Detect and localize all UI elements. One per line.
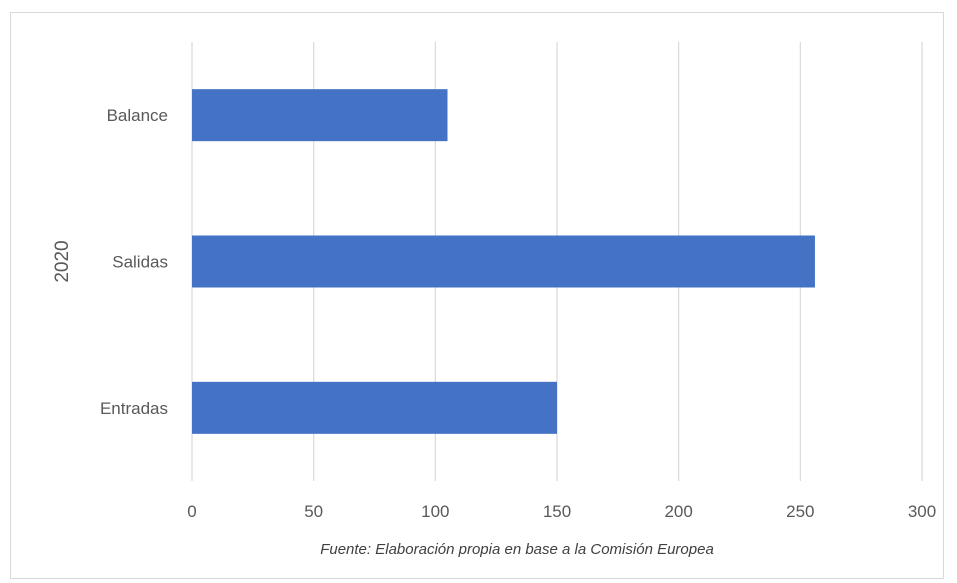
category-label: Salidas bbox=[112, 253, 168, 272]
bar-balance bbox=[192, 89, 448, 142]
category-label: Balance bbox=[107, 106, 168, 125]
x-tick-label: 50 bbox=[304, 502, 323, 521]
x-tick-label: 200 bbox=[664, 502, 692, 521]
bar-entradas bbox=[192, 381, 557, 434]
bars bbox=[192, 89, 815, 434]
group-label: 2020 bbox=[52, 240, 73, 282]
x-tick-label: 250 bbox=[786, 502, 814, 521]
bar-salidas bbox=[192, 235, 815, 288]
x-tick-label: 300 bbox=[908, 502, 936, 521]
x-tick-label: 0 bbox=[187, 502, 196, 521]
category-label: Entradas bbox=[100, 399, 168, 418]
x-tick-labels: 0 50 100 150 200 250 300 bbox=[187, 502, 936, 521]
x-tick-label: 100 bbox=[421, 502, 449, 521]
chart-frame bbox=[10, 12, 944, 579]
source-note: Fuente: Elaboración propia en base a la … bbox=[320, 541, 714, 558]
x-tick-label: 150 bbox=[543, 502, 571, 521]
category-labels: Balance Salidas Entradas bbox=[100, 106, 168, 418]
